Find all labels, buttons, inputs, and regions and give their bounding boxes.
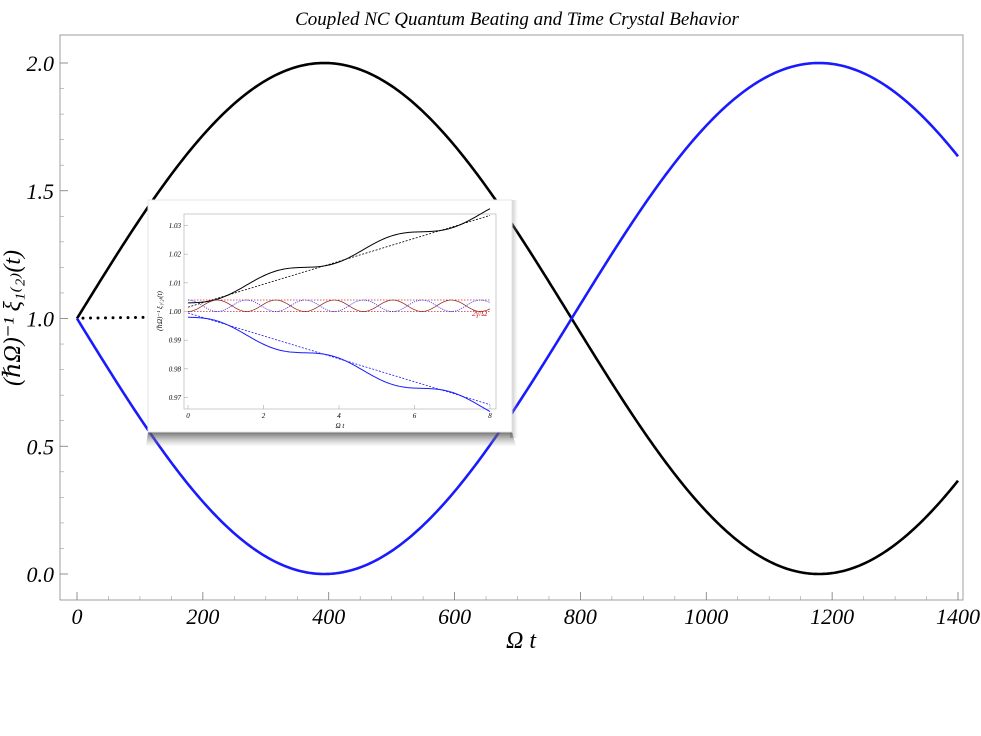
inset-y-tick-label: 1.03 xyxy=(169,222,182,230)
inset-y-tick-label: 0.99 xyxy=(169,337,182,345)
plot-frame xyxy=(59,34,964,601)
connector-dot xyxy=(96,316,100,320)
inset-x-axis-label: Ω t xyxy=(336,422,346,430)
inset-y-axis-label: (ℏΩ)⁻¹ ξ₁₍₂₎(t) xyxy=(156,290,164,330)
inset-series-group xyxy=(187,208,491,412)
x-tick-label: 200 xyxy=(186,604,219,629)
x-tick-label: 1200 xyxy=(810,604,854,629)
y-tick-label: 0.5 xyxy=(27,434,55,459)
inset-x-tick-label: 6 xyxy=(413,412,417,420)
connector-dot xyxy=(119,316,122,320)
inset-y-tick-label: 0.98 xyxy=(169,365,182,373)
inset-curve-black xyxy=(187,208,491,304)
inset-annotation: 2γ/Ω xyxy=(472,309,487,318)
x-tick-label: 1400 xyxy=(936,604,980,629)
inset-x-tick-label: 2 xyxy=(262,412,266,420)
inset-y-tick-label: 1.01 xyxy=(169,279,181,287)
inset-shadow-right xyxy=(510,200,518,438)
x-tick-label: 1000 xyxy=(684,604,728,629)
connector-dot xyxy=(104,316,107,320)
connector-dot xyxy=(134,315,137,319)
inset-x-tick-label: 8 xyxy=(488,412,492,420)
x-tick-label: 400 xyxy=(312,604,345,629)
y-tick-label: 0.0 xyxy=(27,562,55,587)
y-tick-label: 1.5 xyxy=(27,179,55,204)
inset-connector-dots xyxy=(81,315,145,320)
y-axis-label: (ℏΩ)⁻¹ ξ₁₍₂₎(t) xyxy=(0,250,26,386)
inset-x-tick-label: 4 xyxy=(337,412,341,420)
connector-dot xyxy=(111,316,115,320)
x-axis-label: Ω t xyxy=(506,628,537,654)
inset-x-tick-label: 0 xyxy=(186,412,190,420)
y-tick-label: 1.0 xyxy=(27,307,55,332)
inset-y-tick-label: 1.02 xyxy=(169,251,182,259)
connector-dot xyxy=(126,316,130,320)
inset-y-tick-label: 1.00 xyxy=(169,308,182,316)
connector-dot xyxy=(81,316,85,320)
x-tick-label: 800 xyxy=(564,604,597,629)
inset-panel: 0 2 4 6 8 0.97 0.98 0.99 1.00 1.01 1.02 1.03 2γ/Ω Ω… xyxy=(146,199,518,446)
inset-shadow-bottom xyxy=(146,432,516,446)
x-tick-label: 600 xyxy=(438,604,471,629)
main-axis-ticks: 0 200 400 600 800 1000 1200 1400 0.0 0.5 1.0 1.5 2.0 xyxy=(27,51,981,629)
connector-dot xyxy=(89,316,92,320)
y-tick-label: 2.0 xyxy=(27,51,55,76)
x-tick-label: 0 xyxy=(72,604,83,629)
inset-background xyxy=(147,199,513,433)
inset-band-curve-dark xyxy=(187,299,491,312)
inset-band-curve-blue xyxy=(187,299,491,312)
inset-axis-ticks: 0 2 4 6 8 0.97 0.98 0.99 1.00 1.01 1.02 1.03 xyxy=(169,222,493,420)
connector-dot xyxy=(141,315,145,319)
chart-title: Coupled NC Quantum Beating and Time Crys… xyxy=(295,9,739,30)
inset-curve-blue xyxy=(187,316,491,412)
inset-y-tick-label: 0.97 xyxy=(169,394,182,402)
